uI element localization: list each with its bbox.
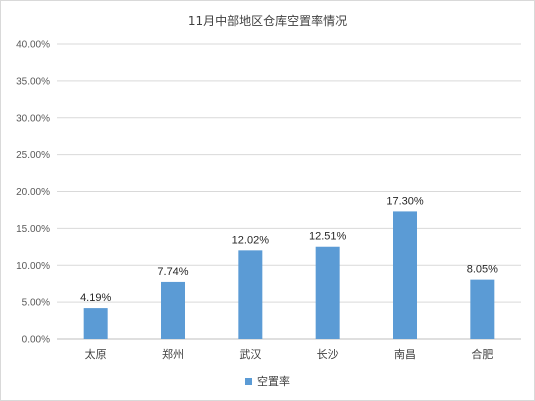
y-tick-label: 30.00% xyxy=(16,113,50,124)
x-tick-label: 南昌 xyxy=(394,348,416,361)
data-label: 12.51% xyxy=(309,231,347,243)
data-label: 4.19% xyxy=(80,292,111,304)
bar xyxy=(238,250,263,339)
bar xyxy=(161,281,185,339)
bar xyxy=(470,279,495,339)
legend-swatch xyxy=(245,378,252,385)
y-tick-label: 15.00% xyxy=(16,224,50,235)
y-tick-label: 0.00% xyxy=(22,335,50,346)
y-tick-label: 20.00% xyxy=(16,187,50,198)
x-tick-label: 合肥 xyxy=(471,347,493,361)
bar xyxy=(315,246,340,339)
x-tick-label: 长沙 xyxy=(317,348,339,361)
data-label: 8.05% xyxy=(467,264,498,276)
data-label: 12.02% xyxy=(232,234,270,246)
y-tick-label: 10.00% xyxy=(16,261,50,272)
y-tick-label: 5.00% xyxy=(22,298,50,309)
y-tick-label: 40.00% xyxy=(16,40,50,51)
data-label: 17.30% xyxy=(386,195,424,207)
data-label: 7.74% xyxy=(157,266,188,278)
legend-label: 空置率 xyxy=(257,375,290,388)
bar xyxy=(83,308,108,339)
x-tick-label: 郑州 xyxy=(162,347,184,361)
y-tick-label: 25.00% xyxy=(16,150,50,161)
x-tick-label: 武汉 xyxy=(239,348,261,361)
legend: 空置率 xyxy=(0,373,535,389)
bar xyxy=(393,211,417,339)
y-tick-label: 35.00% xyxy=(16,76,50,87)
chart-title: 11月中部地区仓库空置率情况 xyxy=(187,14,348,28)
x-tick-label: 太原 xyxy=(85,348,107,361)
